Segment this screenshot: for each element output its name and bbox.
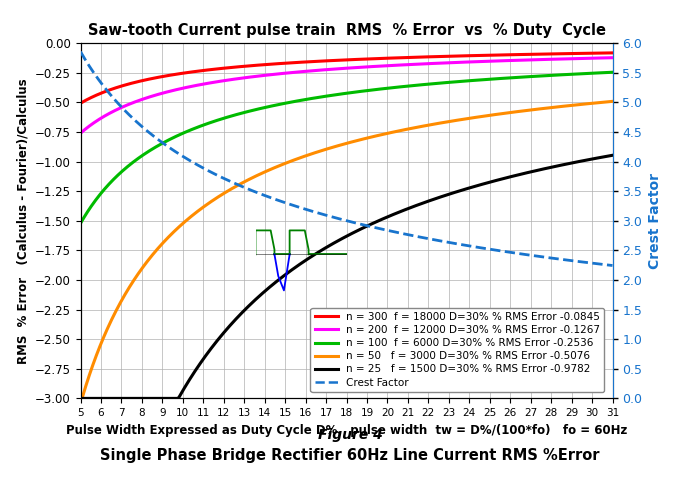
Title: Saw-tooth Current pulse train  RMS  % Error  vs  % Duty  Cycle: Saw-tooth Current pulse train RMS % Erro… (88, 23, 606, 38)
X-axis label: Pulse Width Expressed as Duty Cycle D%,  pulse width  tw = D%/(100*fo)   fo = 60: Pulse Width Expressed as Duty Cycle D%, … (66, 424, 627, 437)
Text: Figure 4: Figure 4 (318, 428, 382, 442)
Y-axis label: RMS  % Error   (Calculus - Fourier)/Calculus: RMS % Error (Calculus - Fourier)/Calculu… (16, 78, 29, 364)
Text: Single Phase Bridge Rectifier 60Hz Line Current RMS %Error: Single Phase Bridge Rectifier 60Hz Line … (100, 448, 600, 463)
Y-axis label: Crest Factor: Crest Factor (648, 173, 661, 269)
Legend: n = 300  f = 18000 D=30% % RMS Error -0.0845, n = 200  f = 12000 D=30% % RMS Err: n = 300 f = 18000 D=30% % RMS Error -0.0… (311, 308, 604, 392)
